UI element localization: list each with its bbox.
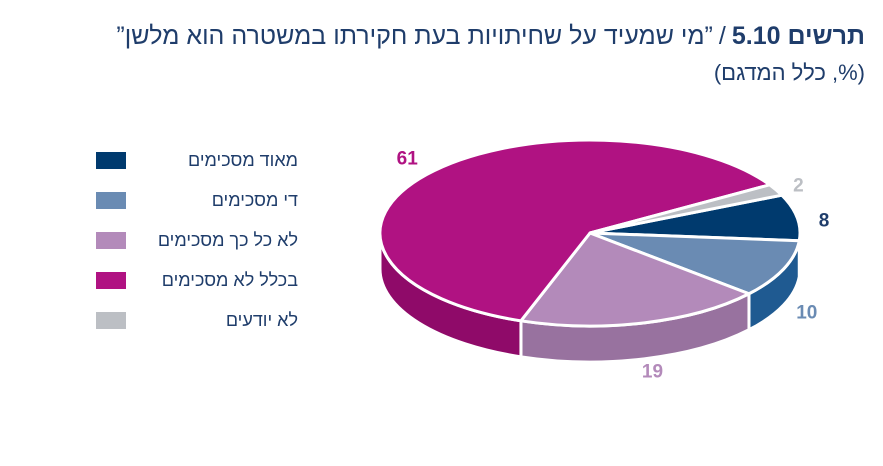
legend-swatch	[96, 271, 126, 289]
legend-item-not-so-agree: לא כל כך מסכימים	[96, 226, 312, 254]
legend-item-dont-know: לא יודעים	[96, 306, 312, 334]
legend-label: לא יודעים	[225, 309, 298, 330]
legend-swatch	[96, 311, 126, 329]
chart-subtitle: (%, כלל המדגם)	[713, 60, 865, 85]
figure-label: תרשים 5.10	[731, 22, 865, 50]
data-label: 19	[642, 361, 663, 382]
pie-data-labels: 8 10 19 61 2	[397, 148, 830, 382]
pie-slice	[588, 183, 784, 235]
legend-item-strongly-agree: מאוד מסכימים	[96, 146, 312, 174]
data-label: 8	[819, 211, 830, 232]
chart-legend: מאוד מסכימים די מסכימים לא כל כך מסכימים…	[96, 146, 312, 346]
figure-title: ”מי שמעיד על שחיתויות בעת חקירתו במשטרה …	[116, 22, 713, 50]
pie-slice	[519, 231, 751, 328]
legend-label: די מסכימים	[211, 189, 298, 210]
legend-swatch	[96, 191, 126, 209]
data-label: 2	[793, 176, 804, 197]
data-label: 10	[796, 302, 817, 323]
title-separator: /	[718, 22, 726, 50]
pie-tops	[378, 138, 802, 328]
legend-swatch	[96, 151, 126, 169]
legend-swatch	[96, 231, 126, 249]
legend-item-strongly-disagree: בכלל לא מסכימים	[96, 266, 312, 294]
pie-slice	[378, 138, 772, 323]
legend-label: בכלל לא מסכימים	[161, 269, 298, 290]
legend-item-somewhat-agree: די מסכימים	[96, 186, 312, 214]
legend-label: מאוד מסכימים	[188, 149, 298, 170]
legend-label: לא כל כך מסכימים	[157, 229, 298, 250]
pie-slice	[588, 231, 801, 296]
chart-title-block: תרשים 5.10/”מי שמעיד על שחיתויות בעת חקי…	[5, 20, 865, 88]
chart-title: תרשים 5.10/”מי שמעיד על שחיתויות בעת חקי…	[5, 20, 865, 52]
data-label: 61	[397, 148, 419, 169]
